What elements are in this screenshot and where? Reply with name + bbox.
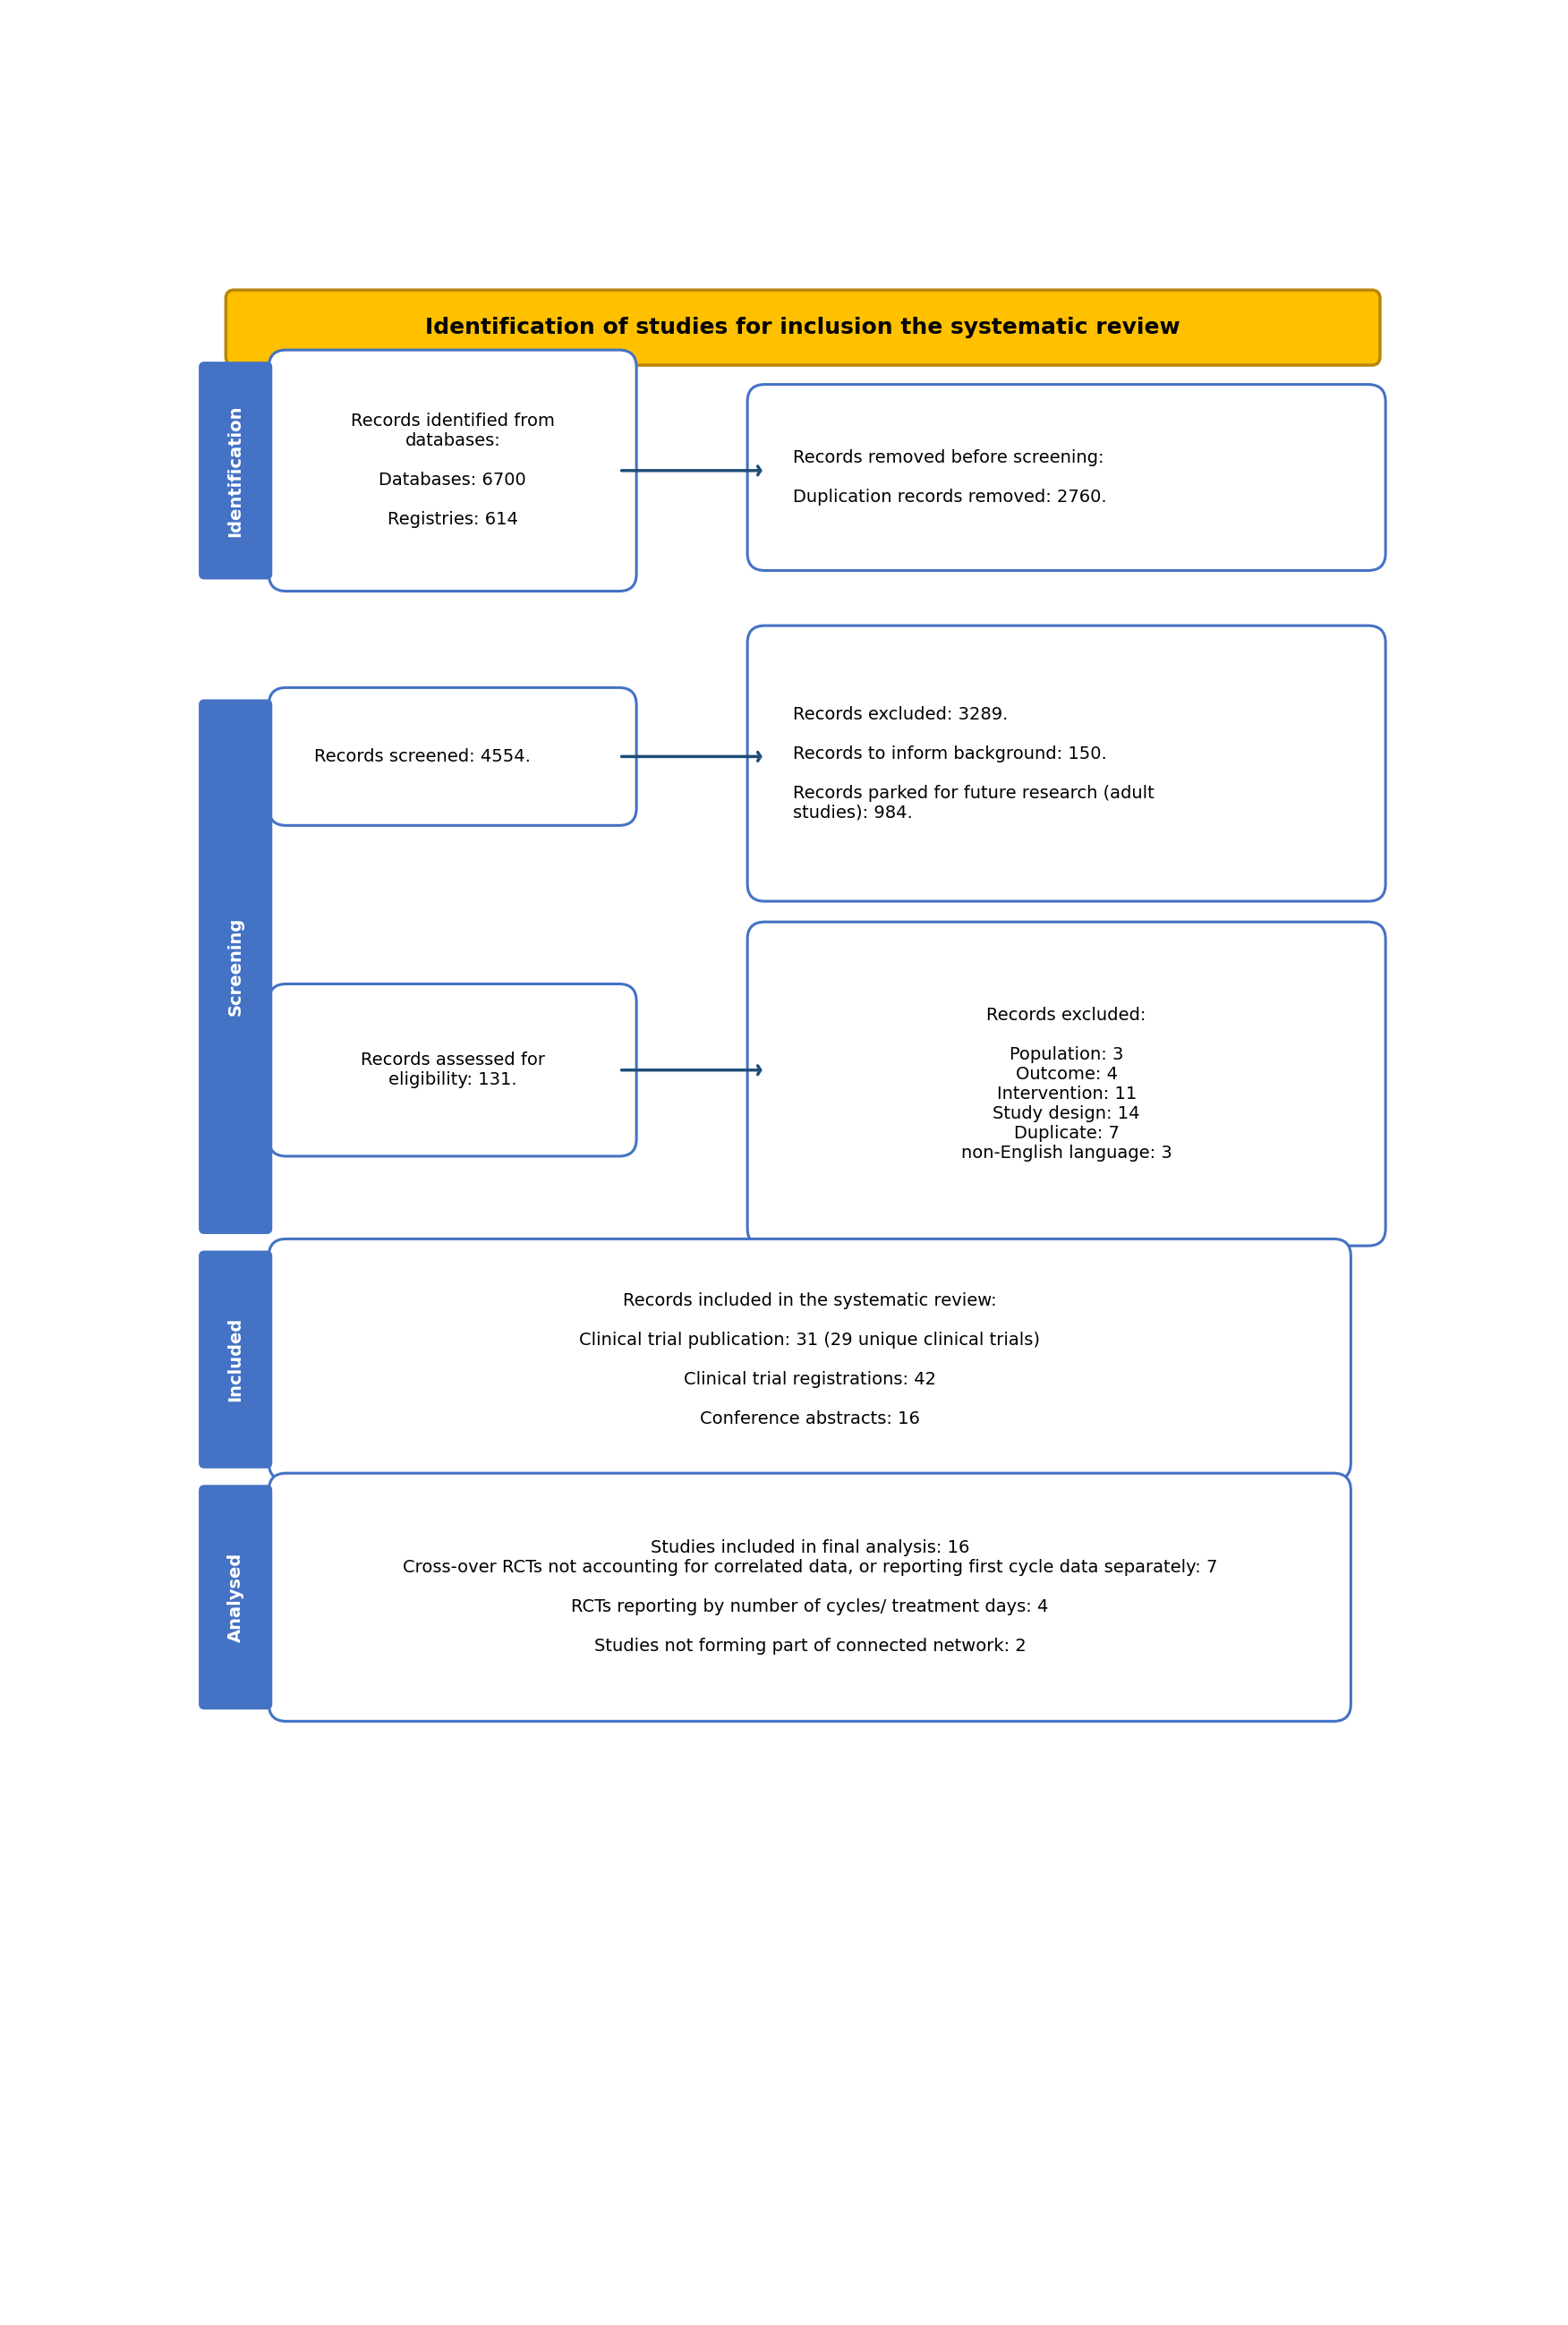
FancyBboxPatch shape (199, 700, 273, 1235)
FancyBboxPatch shape (748, 923, 1386, 1246)
Text: Analysed: Analysed (227, 1553, 245, 1641)
Text: Included: Included (227, 1318, 245, 1402)
Text: Records screened: 4554.: Records screened: 4554. (314, 749, 530, 765)
Text: Screening: Screening (227, 918, 245, 1016)
FancyBboxPatch shape (199, 1486, 273, 1709)
Text: Records excluded:

Population: 3
Outcome: 4
Intervention: 11
Study design: 14
Du: Records excluded: Population: 3 Outcome:… (961, 1007, 1171, 1160)
Text: Records included in the systematic review:

Clinical trial publication: 31 (29 u: Records included in the systematic revie… (580, 1293, 1040, 1428)
Text: Records removed before screening:

Duplication records removed: 2760.: Records removed before screening: Duplic… (792, 449, 1107, 505)
FancyBboxPatch shape (748, 384, 1386, 570)
Text: Studies included in final analysis: 16
Cross-over RCTs not accounting for correl: Studies included in final analysis: 16 C… (403, 1539, 1217, 1655)
FancyBboxPatch shape (199, 363, 273, 579)
FancyBboxPatch shape (748, 625, 1386, 902)
FancyBboxPatch shape (268, 983, 637, 1156)
FancyBboxPatch shape (268, 1239, 1352, 1481)
FancyBboxPatch shape (199, 1251, 273, 1469)
Text: Records assessed for
eligibility: 131.: Records assessed for eligibility: 131. (361, 1051, 544, 1088)
FancyBboxPatch shape (268, 1474, 1352, 1720)
FancyBboxPatch shape (268, 351, 637, 591)
Text: Records excluded: 3289.

Records to inform background: 150.

Records parked for : Records excluded: 3289. Records to infor… (792, 707, 1154, 821)
Text: Records identified from
databases:

Databases: 6700

Registries: 614: Records identified from databases: Datab… (351, 414, 555, 528)
FancyBboxPatch shape (268, 688, 637, 825)
Text: Identification of studies for inclusion the systematic review: Identification of studies for inclusion … (425, 316, 1181, 339)
Text: Identification: Identification (227, 405, 245, 537)
FancyBboxPatch shape (226, 291, 1380, 365)
